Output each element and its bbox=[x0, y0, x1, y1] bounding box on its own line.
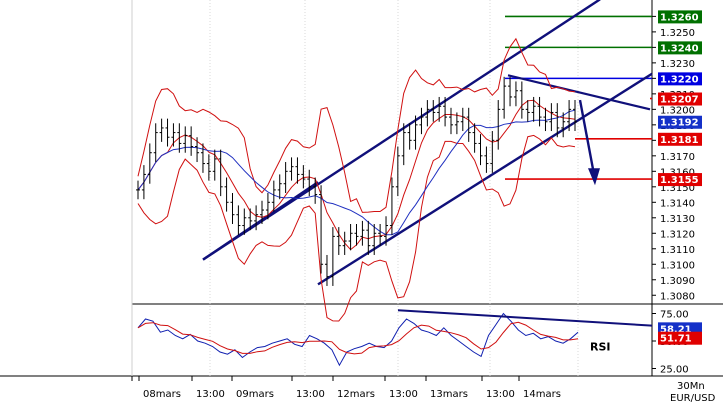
moving-average bbox=[137, 109, 576, 236]
level-badge-support bbox=[658, 92, 702, 106]
x-axis-label: 14mars bbox=[523, 389, 561, 400]
price-tick-label: 1.3080 bbox=[660, 291, 695, 302]
rsi-value-label: 58.21 bbox=[660, 324, 692, 335]
rsi-label: RSI bbox=[590, 341, 611, 354]
current-price-badge bbox=[658, 115, 702, 129]
rsi-secondary-badge bbox=[658, 331, 702, 345]
price-tick-label: 1.3170 bbox=[660, 152, 695, 163]
price-tick-label: 1.3140 bbox=[660, 198, 695, 209]
price-tick-label: 1.3130 bbox=[660, 214, 695, 225]
level-badge-support bbox=[658, 173, 702, 187]
x-axis-label: 13:00 bbox=[486, 389, 515, 400]
price-tick-label: 1.3110 bbox=[660, 245, 695, 256]
rsi-secondary-label: 51.71 bbox=[660, 334, 692, 345]
timeframe-label: 30Mn bbox=[677, 381, 705, 392]
price-tick-label: 1.3150 bbox=[660, 183, 695, 194]
level-badge-target bbox=[658, 10, 702, 24]
bollinger-lower bbox=[137, 134, 576, 322]
price-tick-label: 1.3250 bbox=[660, 28, 695, 39]
level-badge-label: 1.3181 bbox=[660, 135, 699, 146]
rsi-tick-label: 75.00 bbox=[660, 310, 689, 321]
price-tick-label: 1.3100 bbox=[660, 260, 695, 271]
x-axis-label: 13:00 bbox=[196, 389, 225, 400]
bollinger-upper bbox=[137, 37, 576, 213]
channel-lower-line-a bbox=[202, 181, 319, 261]
level-badge-label: 1.3260 bbox=[660, 12, 699, 23]
price-tick-label: 1.3230 bbox=[660, 59, 695, 70]
price-tick-label: 1.3160 bbox=[660, 167, 695, 178]
level-badge-support bbox=[658, 132, 702, 146]
x-axis-label: 13:00 bbox=[296, 389, 325, 400]
rsi-trendline bbox=[397, 309, 653, 327]
arrow-shaft bbox=[578, 99, 596, 175]
wedge-line bbox=[507, 74, 651, 111]
x-axis-label: 12mars bbox=[337, 389, 375, 400]
level-badge-target bbox=[658, 41, 702, 55]
rsi-tick-label: 25.00 bbox=[660, 365, 689, 376]
x-axis-label: 08mars bbox=[143, 389, 181, 400]
level-badge-label: 1.3240 bbox=[660, 43, 699, 54]
current-price-label: 1.3192 bbox=[660, 118, 699, 129]
price-tick-label: 1.3200 bbox=[660, 105, 695, 116]
rsi-line bbox=[137, 312, 579, 367]
level-badge-label: 1.3155 bbox=[660, 175, 699, 186]
rsi-signal-line bbox=[137, 321, 579, 355]
symbol-label: EUR/USD bbox=[670, 393, 716, 404]
x-axis-label: 13:00 bbox=[389, 389, 418, 400]
level-badge-pivot bbox=[658, 72, 702, 86]
level-badge-label: 1.3207 bbox=[660, 95, 699, 106]
arrow-head bbox=[588, 168, 600, 186]
price-tick-label: 1.3120 bbox=[660, 229, 695, 240]
level-badge-label: 1.3220 bbox=[660, 74, 699, 85]
channel-lower-line-b bbox=[317, 72, 653, 286]
price-tick-label: 1.3090 bbox=[660, 276, 695, 287]
x-axis-label: 13mars bbox=[430, 389, 468, 400]
x-axis-label: 09mars bbox=[236, 389, 274, 400]
